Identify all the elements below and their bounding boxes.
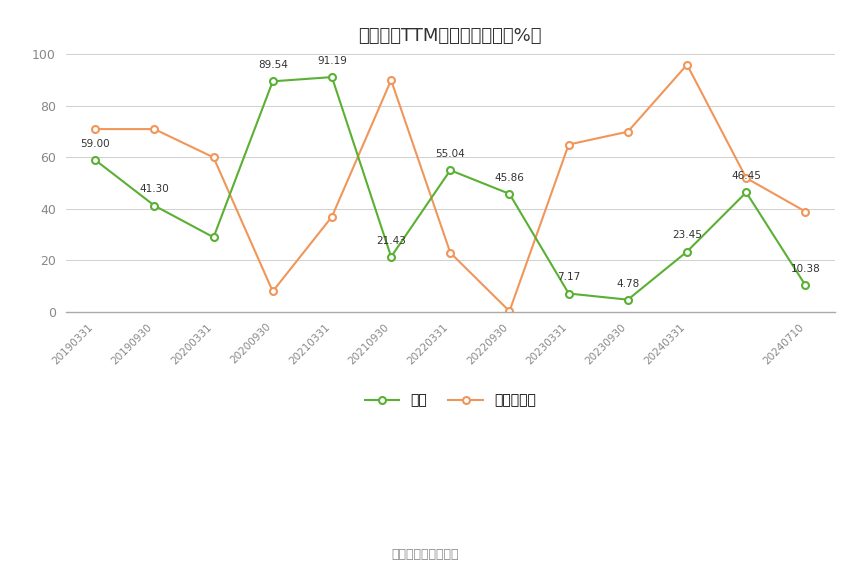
Text: 21.43: 21.43 [377,236,406,246]
行业中位数 [741,175,751,182]
Text: 7.17: 7.17 [557,273,581,282]
公司 [504,190,514,197]
公司 [208,234,218,241]
公司 [623,296,633,303]
公司 [386,254,396,260]
行业中位数 [504,308,514,315]
Text: 89.54: 89.54 [258,60,287,70]
Title: 市销率（TTM）历史百分位（%）: 市销率（TTM）历史百分位（%） [359,26,542,44]
Text: 45.86: 45.86 [495,172,524,183]
公司 [801,282,811,289]
Text: 46.45: 46.45 [731,171,761,181]
行业中位数 [208,154,218,161]
Text: 10.38: 10.38 [790,264,820,274]
Text: 数据来源：恒生聚源: 数据来源：恒生聚源 [391,548,459,561]
公司 [741,189,751,196]
Text: 23.45: 23.45 [672,231,702,240]
Line: 公司: 公司 [92,74,809,303]
行业中位数 [386,76,396,83]
公司 [90,156,100,163]
Text: 91.19: 91.19 [317,56,347,66]
行业中位数 [564,141,574,148]
Text: 59.00: 59.00 [81,139,110,149]
公司 [564,290,574,297]
公司 [268,78,278,85]
行业中位数 [445,250,456,256]
行业中位数 [623,128,633,135]
Legend: 公司, 行业中位数: 公司, 行业中位数 [360,388,541,413]
行业中位数 [801,208,811,215]
Text: 41.30: 41.30 [139,185,169,194]
行业中位数 [150,126,160,133]
行业中位数 [682,62,692,68]
Text: 4.78: 4.78 [616,278,639,289]
公司 [445,167,456,174]
公司 [682,248,692,255]
Text: 55.04: 55.04 [435,149,465,159]
行业中位数 [327,213,337,220]
公司 [327,74,337,81]
行业中位数 [90,126,100,133]
行业中位数 [268,288,278,295]
公司 [150,202,160,209]
Line: 行业中位数: 行业中位数 [92,61,809,315]
